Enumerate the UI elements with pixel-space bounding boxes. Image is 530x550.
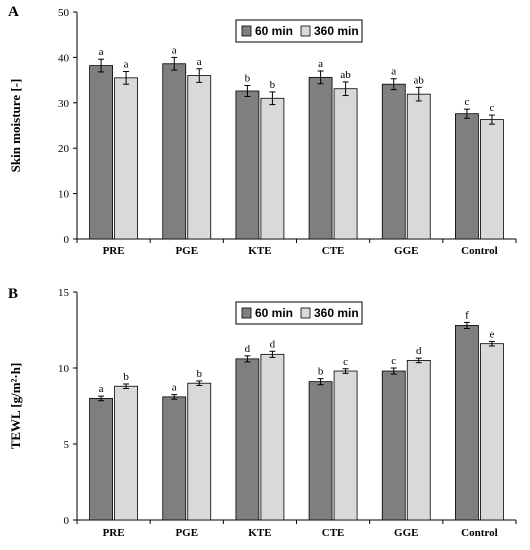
category-label: CTE bbox=[322, 527, 345, 539]
significance-letter: c bbox=[343, 356, 348, 368]
significance-letter: a bbox=[172, 382, 177, 394]
bar bbox=[406, 359, 431, 521]
bar bbox=[381, 83, 406, 240]
significance-letter: d bbox=[245, 343, 251, 355]
y-tick-label: 20 bbox=[58, 143, 70, 155]
significance-letter: f bbox=[465, 309, 469, 321]
y-tick-label: 40 bbox=[58, 52, 70, 64]
significance-letter: ab bbox=[340, 69, 351, 81]
bar bbox=[406, 93, 431, 240]
legend-label: 360 min bbox=[314, 306, 359, 320]
significance-letter: b bbox=[270, 79, 276, 91]
bar bbox=[162, 396, 187, 521]
category-label: Control bbox=[461, 245, 497, 257]
bar bbox=[114, 77, 138, 240]
bar bbox=[235, 358, 260, 521]
significance-letter: b bbox=[123, 371, 129, 383]
y-tick-label: 0 bbox=[64, 515, 70, 527]
panel-label: A bbox=[8, 4, 19, 20]
bar bbox=[455, 113, 479, 240]
category-label: KTE bbox=[248, 527, 271, 539]
y-tick-label: 15 bbox=[58, 287, 70, 299]
legend-swatch bbox=[241, 25, 252, 37]
significance-letter: e bbox=[489, 328, 494, 340]
category-label: PGE bbox=[175, 245, 198, 257]
legend-label: 60 min bbox=[255, 306, 293, 320]
bar bbox=[235, 90, 260, 240]
significance-letter: ab bbox=[414, 74, 425, 86]
y-tick-label: 0 bbox=[64, 234, 70, 246]
significance-letter: a bbox=[99, 383, 104, 395]
significance-letter: c bbox=[391, 355, 396, 367]
bar bbox=[333, 88, 358, 240]
y-axis-label: TEWL [g/m²·h] bbox=[8, 363, 23, 450]
legend-label: 60 min bbox=[255, 24, 293, 38]
significance-letter: a bbox=[99, 46, 104, 58]
panel-label: B bbox=[8, 286, 18, 302]
y-tick-label: 50 bbox=[58, 7, 70, 19]
bar bbox=[162, 63, 187, 240]
significance-letter: b bbox=[245, 73, 251, 85]
legend-box bbox=[235, 301, 363, 325]
bar bbox=[89, 397, 113, 521]
legend-swatch bbox=[300, 25, 311, 37]
legend-swatch bbox=[300, 307, 311, 319]
category-label: KTE bbox=[248, 245, 271, 257]
category-label: GGE bbox=[394, 245, 418, 257]
category-label: Control bbox=[461, 527, 497, 539]
bar bbox=[308, 381, 333, 521]
category-label: PRE bbox=[103, 245, 125, 257]
category-label: CTE bbox=[322, 245, 345, 257]
significance-letter: d bbox=[270, 338, 276, 350]
bar bbox=[114, 385, 138, 521]
significance-letter: b bbox=[197, 368, 203, 380]
bar bbox=[260, 97, 285, 240]
y-tick-label: 30 bbox=[58, 98, 70, 110]
significance-letter: d bbox=[416, 345, 422, 357]
significance-letter: a bbox=[172, 44, 177, 56]
legend-box bbox=[235, 19, 363, 43]
y-tick-label: 10 bbox=[58, 363, 70, 375]
bar bbox=[187, 382, 212, 521]
significance-letter: a bbox=[197, 56, 202, 68]
bar bbox=[480, 343, 504, 521]
significance-letter: c bbox=[489, 102, 494, 114]
y-tick-label: 5 bbox=[64, 439, 70, 451]
bar bbox=[260, 353, 285, 521]
y-axis-label: Skin moisture [-] bbox=[8, 79, 23, 173]
category-label: GGE bbox=[394, 527, 418, 539]
bar bbox=[333, 370, 358, 521]
significance-letter: a bbox=[391, 66, 396, 78]
significance-letter: c bbox=[464, 96, 469, 108]
bar bbox=[480, 119, 504, 240]
y-tick-label: 10 bbox=[58, 189, 70, 201]
category-label: PRE bbox=[103, 527, 125, 539]
bar bbox=[455, 325, 479, 521]
bar bbox=[381, 370, 406, 521]
legend-label: 360 min bbox=[314, 24, 359, 38]
bar bbox=[308, 76, 333, 240]
legend-swatch bbox=[241, 307, 252, 319]
category-label: PGE bbox=[175, 527, 198, 539]
bar bbox=[89, 65, 113, 240]
significance-letter: b bbox=[318, 366, 324, 378]
significance-letter: a bbox=[318, 58, 323, 70]
bar bbox=[187, 75, 212, 240]
significance-letter: a bbox=[124, 58, 129, 70]
